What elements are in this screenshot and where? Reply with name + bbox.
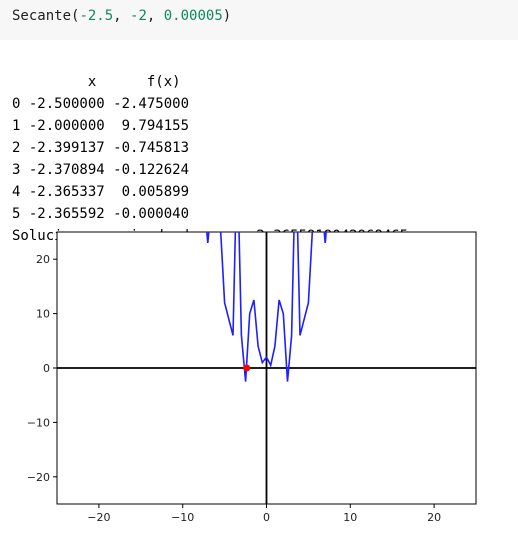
- y-tick-label: 10: [36, 308, 50, 321]
- x-tick-label: −20: [87, 511, 110, 524]
- root-point: [243, 364, 251, 372]
- table-row: 0 -2.500000 -2.475000: [12, 96, 190, 112]
- x-tick-label: −10: [171, 511, 194, 524]
- table-row: 1 -2.000000 9.794155: [12, 118, 190, 134]
- x-tick-label: 20: [427, 511, 441, 524]
- table-row: 3 -2.370894 -0.122624: [12, 162, 190, 178]
- table-header: x f(x): [12, 74, 181, 90]
- cell-output: x f(x) 0 -2.500000 -2.475000 1 -2.000000 9…: [12, 49, 512, 247]
- function-name: Secante: [12, 8, 72, 24]
- code-cell[interactable]: Secante(-2.5, -2, 0.00005): [0, 0, 518, 40]
- arg-x1: -2: [130, 8, 147, 24]
- y-tick-label: 20: [36, 253, 50, 266]
- y-tick-label: −10: [27, 416, 50, 429]
- function-curve: [206, 232, 327, 382]
- arg-tolerance: 0.00005: [163, 8, 223, 24]
- x-tick-label: 10: [343, 511, 357, 524]
- y-tick-label: −20: [27, 471, 50, 484]
- axis-ticks: −20 −10 0 10 20 −20 −10 0 10 20: [27, 253, 441, 524]
- x-tick-label: 0: [263, 511, 270, 524]
- arg-x0: -2.5: [79, 8, 114, 24]
- function-plot: −20 −10 0 10 20 −20 −10 0 10 20: [27, 231, 477, 524]
- y-tick-label: 0: [43, 362, 50, 375]
- table-row: 5 -2.365592 -0.000040: [12, 206, 190, 222]
- table-row: 4 -2.365337 0.005899: [12, 184, 190, 200]
- table-row: 2 -2.399137 -0.745813: [12, 140, 190, 156]
